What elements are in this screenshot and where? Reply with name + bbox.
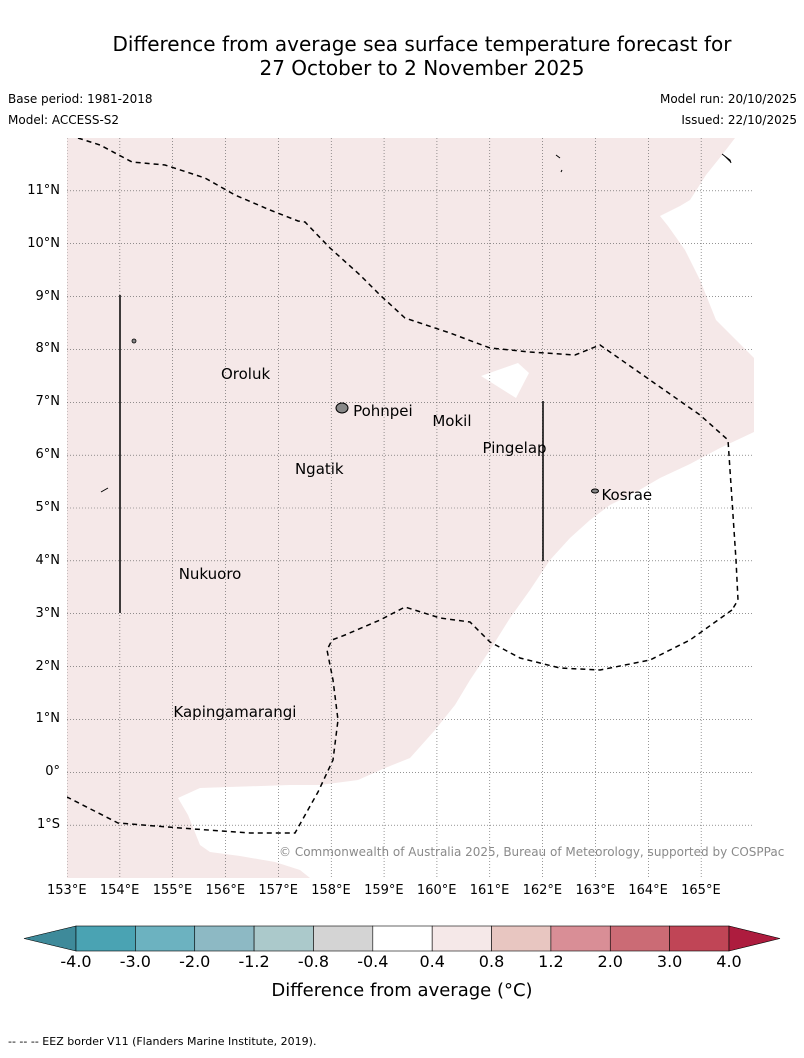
- colorbar-tick-label: -0.4: [357, 952, 389, 971]
- colorbar-extend-high: [728, 925, 781, 952]
- place-label-kosrae: Kosrae: [601, 486, 653, 505]
- place-label-ngatik: Ngatik: [294, 459, 344, 478]
- colorbar-tick-label: 3.0: [656, 952, 683, 971]
- colorbar-tick-label: 0.4: [419, 952, 445, 971]
- colorbar-tick-label: -4.0: [60, 952, 92, 971]
- lon-tick-label: 155°E: [152, 883, 193, 898]
- sst-map: [67, 138, 754, 878]
- pohnpei-island: [335, 402, 349, 414]
- lon-tick-label: 161°E: [469, 883, 510, 898]
- copyright-notice: © Commonwealth of Australia 2025, Bureau…: [279, 845, 785, 859]
- lat-tick-label: 6°N: [35, 447, 61, 463]
- eez-border-south: [67, 606, 733, 834]
- place-label-oroluk: Oroluk: [220, 364, 271, 383]
- colorbar-title: Difference from average (°C): [271, 980, 533, 1001]
- colorbar-tick-label: -1.2: [238, 952, 270, 971]
- colorbar-tick-label: -0.8: [297, 952, 330, 971]
- colorbar-extend-low: [23, 925, 77, 952]
- lon-tick-label: 162°E: [522, 883, 563, 898]
- eez-border-north: [77, 138, 739, 611]
- place-label-pingelap: Pingelap: [482, 438, 547, 457]
- place-label-kapingamarangi: Kapingamarangi: [173, 702, 297, 721]
- lat-tick-label: 1°S: [36, 817, 60, 833]
- lon-tick-label: 153°E: [47, 883, 87, 898]
- colorbar-segment: [372, 925, 433, 952]
- lon-tick-label: 163°E: [575, 883, 615, 898]
- colorbar-tick-label: -3.0: [119, 952, 151, 971]
- lat-tick-label: 1°N: [35, 711, 61, 727]
- lat-tick-label: 5°N: [35, 500, 61, 515]
- model-label: Model: ACCESS-S2: [8, 113, 120, 127]
- lat-tick-label: 2°N: [35, 658, 61, 674]
- lat-tick-label: 11°N: [27, 182, 60, 198]
- lon-tick-label: 156°E: [205, 883, 246, 898]
- place-label-nukuoro: Nukuoro: [178, 565, 242, 584]
- lat-tick-label: 9°N: [35, 288, 61, 304]
- map-title: Difference from average sea surface temp…: [60, 32, 784, 80]
- lat-tick-label: 4°N: [35, 552, 61, 568]
- colorbar-segment: [491, 925, 552, 952]
- model-run-label: Model run: 20/10/2025: [659, 92, 797, 106]
- colorbar-tick-label: 0.8: [478, 952, 505, 971]
- kosrae-island: [591, 488, 599, 494]
- lon-tick-label: 157°E: [258, 883, 298, 898]
- lat-tick-label: 3°N: [35, 605, 61, 621]
- colorbar-tick-label: 1.2: [538, 952, 564, 971]
- place-label-mokil: Mokil: [432, 412, 472, 431]
- title-line-2: 27 October to 2 November 2025: [259, 56, 585, 80]
- atoll-island: [131, 338, 137, 344]
- colorbar-segment: [550, 925, 611, 952]
- colorbar-segment: [253, 925, 314, 952]
- reef-mark-north: [555, 154, 563, 173]
- lon-tick-label: 158°E: [311, 883, 351, 898]
- colorbar-tick-label: 4.0: [716, 952, 742, 971]
- lon-tick-label: 160°E: [416, 883, 457, 898]
- place-label-pohnpei: Pohnpei: [353, 401, 413, 420]
- lon-tick-label: 154°E: [99, 883, 140, 898]
- lat-tick-label: 0°: [45, 764, 60, 780]
- lon-tick-label: 159°E: [364, 883, 404, 898]
- reef-mark-northeast: [721, 153, 732, 164]
- eez-footnote: -- -- -- EEZ border V11 (Flanders Marine…: [8, 1035, 317, 1048]
- lon-tick-label: 165°E: [681, 883, 721, 898]
- eez-border: [67, 138, 739, 834]
- lat-tick-label: 10°N: [27, 235, 60, 251]
- colorbar-tick-label: -2.0: [179, 952, 211, 971]
- lat-tick-label: 8°N: [35, 341, 61, 357]
- anomaly-region-0.4-0.8: [67, 138, 754, 878]
- lon-tick-label: 164°E: [628, 883, 668, 898]
- anomaly-pocket: [481, 363, 529, 398]
- colorbar-segment: [194, 925, 255, 952]
- colorbar-segment: [313, 925, 374, 952]
- lat-tick-label: 7°N: [35, 394, 61, 410]
- colorbar-segment: [669, 925, 730, 952]
- colorbar-segment: [135, 925, 196, 952]
- reef-mark: [100, 487, 109, 493]
- title-line-1: Difference from average sea surface temp…: [112, 32, 732, 56]
- base-period-label: Base period: 1981-2018: [8, 92, 153, 106]
- colorbar-segment: [75, 925, 136, 952]
- issued-label: Issued: 22/10/2025: [681, 113, 797, 127]
- colorbar-tick-label: 2.0: [597, 952, 623, 971]
- colorbar-segment: [609, 925, 670, 952]
- colorbar-segment: [431, 925, 492, 952]
